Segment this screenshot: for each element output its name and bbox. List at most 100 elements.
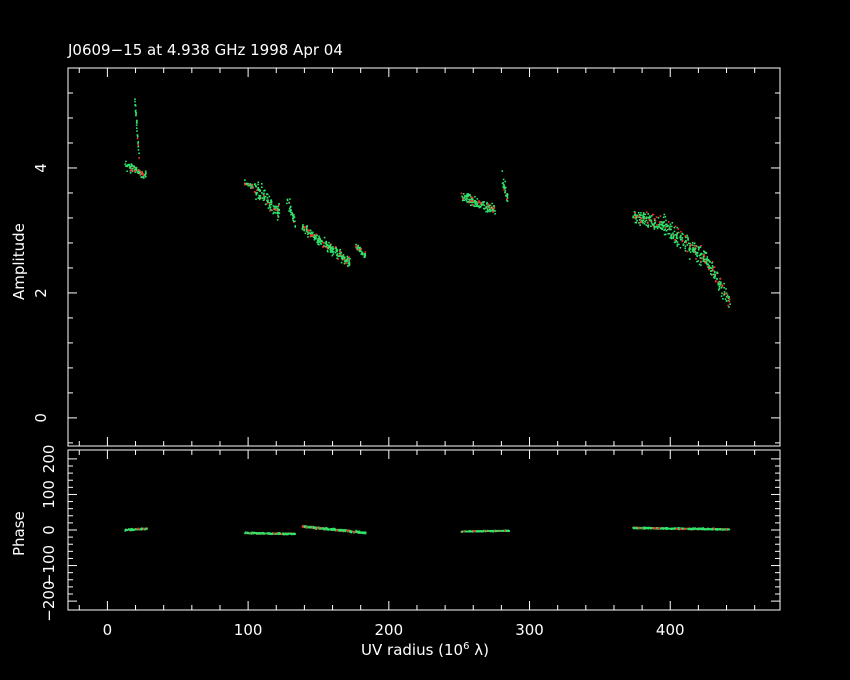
amplitude-point	[338, 252, 341, 255]
phase-point	[323, 528, 326, 531]
amplitude-point	[462, 193, 465, 195]
phase-point	[269, 532, 271, 534]
amplitude-point	[696, 260, 698, 263]
phase-point	[483, 530, 486, 532]
amplitude-point	[469, 200, 471, 202]
amplitude-point	[705, 261, 708, 264]
amplitude-point	[486, 211, 489, 213]
amplitude-point	[663, 221, 665, 223]
amplitude-point	[640, 217, 642, 220]
phase-point	[290, 533, 292, 535]
amplitude-point	[704, 262, 707, 264]
phase-point	[346, 529, 348, 532]
phase-point	[682, 527, 684, 530]
amplitude-point	[470, 201, 472, 203]
amplitude-point	[249, 187, 252, 189]
amplitude-point	[269, 202, 271, 204]
x-axis-label-exponent: 6	[463, 641, 470, 652]
amplitude-point	[478, 201, 480, 204]
phase-point	[329, 528, 332, 531]
phase-point	[140, 527, 143, 529]
phase-point	[361, 531, 363, 533]
amplitude-point	[636, 220, 638, 222]
phase-point	[355, 530, 358, 533]
phase-point	[144, 528, 146, 531]
amplitude-point	[727, 299, 730, 302]
amplitude-point	[723, 286, 725, 289]
amplitude-point	[320, 240, 323, 243]
amplitude-point	[688, 248, 691, 250]
amp-y-tick-label: 2	[32, 288, 50, 298]
phase-point	[139, 528, 141, 531]
phase-point	[484, 530, 487, 533]
amplitude-point	[652, 213, 655, 216]
amplitude-point	[290, 213, 292, 216]
phase-point	[137, 528, 139, 531]
amplitude-point	[708, 264, 710, 267]
phase-point	[264, 532, 267, 535]
amplitude-point	[703, 258, 706, 261]
x-tick-label: 100	[234, 621, 263, 639]
amplitude-point	[693, 242, 696, 245]
amplitude-point	[699, 246, 702, 248]
amplitude-point	[639, 224, 641, 226]
amplitude-point	[480, 204, 483, 206]
amplitude-point	[318, 243, 320, 246]
amplitude-point	[486, 203, 488, 205]
amplitude-point	[663, 229, 665, 231]
amplitude-point	[720, 283, 722, 285]
phase-point	[145, 528, 147, 530]
phase-point	[251, 531, 253, 534]
phase-point	[341, 529, 344, 531]
phase-point	[468, 530, 470, 533]
amplitude-point	[340, 254, 342, 256]
amplitude-point	[131, 167, 134, 170]
amplitude-point	[339, 252, 342, 255]
amplitude-point	[645, 224, 647, 226]
phase-point	[320, 526, 323, 529]
amplitude-point	[332, 248, 334, 250]
phase-point	[353, 531, 356, 533]
phase-point	[343, 530, 346, 532]
amplitude-point	[337, 258, 340, 260]
phase-point	[277, 532, 280, 535]
amplitude-point	[138, 169, 140, 172]
phase-point	[141, 528, 143, 531]
amplitude-point	[136, 120, 138, 123]
amplitude-point	[275, 205, 278, 208]
phase-point	[360, 531, 362, 533]
amp-y-tick-label: 4	[32, 163, 50, 173]
amplitude-point	[334, 251, 337, 254]
amplitude-point	[663, 233, 666, 236]
amplitude-point	[483, 204, 486, 207]
amplitude-point	[659, 224, 661, 226]
amplitude-point	[632, 215, 634, 218]
amplitude-point	[473, 205, 476, 208]
amplitude-point	[138, 157, 140, 159]
amplitude-point	[294, 226, 296, 228]
phase-point	[639, 527, 641, 529]
amplitude-point	[653, 219, 656, 222]
amplitude-point	[685, 241, 688, 244]
amplitude-point	[269, 210, 271, 212]
amplitude-point	[465, 198, 467, 201]
amplitude-point	[259, 190, 261, 192]
phase-point	[710, 528, 713, 530]
amplitude-point	[328, 241, 330, 244]
phase-point	[270, 533, 273, 536]
amplitude-point	[702, 255, 705, 258]
amplitude-point	[706, 258, 708, 260]
phase-point	[325, 528, 327, 531]
amplitude-point	[356, 247, 359, 250]
phase-point	[643, 526, 646, 529]
phase-point	[477, 530, 479, 532]
amplitude-point	[670, 228, 672, 231]
amplitude-point	[503, 185, 506, 188]
amplitude-point	[255, 184, 257, 187]
amplitude-point	[684, 235, 686, 237]
amplitude-point	[460, 192, 463, 195]
phase-point	[658, 527, 661, 529]
amplitude-point	[467, 198, 469, 201]
amplitude-point	[136, 137, 139, 140]
phase-point	[480, 530, 483, 532]
